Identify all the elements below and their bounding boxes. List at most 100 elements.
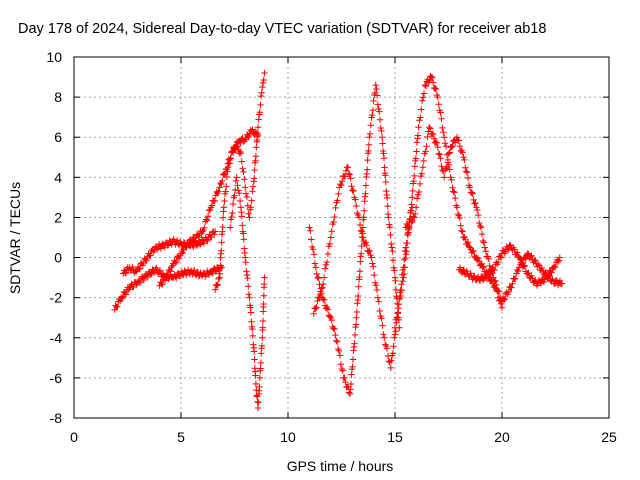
data-point	[342, 167, 350, 175]
data-point	[549, 275, 556, 283]
data-point	[405, 229, 412, 236]
data-point	[344, 164, 352, 171]
data-point	[159, 281, 166, 288]
data-point	[226, 159, 233, 167]
data-point	[365, 147, 372, 155]
data-point	[355, 283, 362, 290]
data-point	[476, 222, 484, 230]
data-point	[330, 325, 337, 332]
data-point	[496, 293, 504, 301]
data-point	[347, 386, 354, 393]
data-point	[122, 291, 130, 298]
data-point	[256, 383, 263, 391]
data-point	[257, 101, 264, 109]
data-point	[471, 200, 478, 207]
data-point	[459, 149, 466, 156]
x-axis-label: GPS time / hours	[287, 458, 394, 474]
data-point	[505, 246, 512, 253]
data-point	[424, 133, 431, 141]
data-point	[434, 144, 441, 151]
data-point	[452, 194, 459, 202]
data-point	[368, 111, 376, 119]
data-point	[516, 256, 524, 263]
data-point	[379, 322, 386, 329]
data-point	[354, 292, 362, 300]
data-point	[261, 69, 268, 77]
data-point	[219, 177, 226, 185]
data-point	[260, 300, 267, 308]
data-point	[501, 295, 509, 303]
data-point	[172, 259, 179, 267]
data-point	[240, 168, 247, 176]
data-point	[204, 237, 211, 245]
data-point	[544, 274, 551, 282]
data-point	[411, 163, 418, 170]
data-point	[461, 156, 468, 164]
data-point	[411, 214, 418, 221]
data-point	[556, 254, 563, 261]
data-point	[134, 279, 141, 287]
data-point	[245, 133, 253, 141]
data-point	[366, 247, 373, 254]
data-point	[463, 169, 471, 176]
data-point	[430, 135, 438, 142]
data-point	[511, 246, 518, 253]
data-point	[464, 174, 472, 182]
data-point	[355, 214, 363, 221]
data-point	[254, 130, 261, 137]
data-point	[147, 252, 154, 259]
data-point	[449, 142, 456, 150]
data-point	[375, 298, 382, 305]
data-point	[331, 213, 338, 221]
data-point	[216, 184, 223, 191]
data-point	[426, 123, 433, 131]
data-point	[367, 122, 374, 129]
data-point	[437, 109, 444, 116]
data-point	[442, 165, 450, 172]
data-point	[353, 202, 360, 210]
data-point	[231, 192, 238, 199]
data-point	[382, 172, 389, 179]
data-point	[218, 180, 225, 188]
data-point	[371, 271, 378, 279]
x-tick-label: 0	[70, 429, 78, 445]
data-point	[403, 248, 410, 255]
x-axis-tick-labels: 0 5 10 15 20 25	[70, 429, 617, 445]
data-point	[224, 164, 232, 171]
data-point	[335, 190, 342, 198]
data-point	[392, 277, 399, 285]
data-point	[249, 325, 256, 333]
data-point	[400, 274, 407, 281]
data-point	[443, 163, 451, 171]
data-point	[243, 268, 250, 275]
data-point	[385, 214, 392, 221]
data-point	[211, 231, 218, 238]
data-point	[472, 199, 479, 207]
data-point	[379, 140, 386, 147]
data-point	[474, 254, 482, 262]
data-point	[200, 240, 208, 247]
data-point	[420, 157, 427, 165]
data-point	[342, 378, 349, 386]
data-point	[256, 109, 264, 116]
data-point	[474, 206, 481, 214]
data-point	[244, 274, 251, 282]
data-point	[394, 310, 402, 317]
data-point	[208, 202, 216, 209]
data-point	[310, 310, 317, 317]
data-point	[525, 269, 532, 277]
data-point	[391, 334, 398, 341]
data-point	[517, 255, 525, 262]
data-point	[501, 250, 509, 257]
data-point	[389, 247, 396, 255]
data-point	[514, 267, 522, 275]
data-point	[435, 150, 442, 157]
data-point	[408, 219, 415, 226]
data-point	[227, 224, 234, 231]
data-point	[203, 217, 211, 224]
data-point	[438, 163, 445, 170]
data-point	[428, 131, 436, 138]
data-point	[191, 237, 199, 244]
data-point	[494, 258, 502, 266]
data-point	[437, 155, 444, 162]
